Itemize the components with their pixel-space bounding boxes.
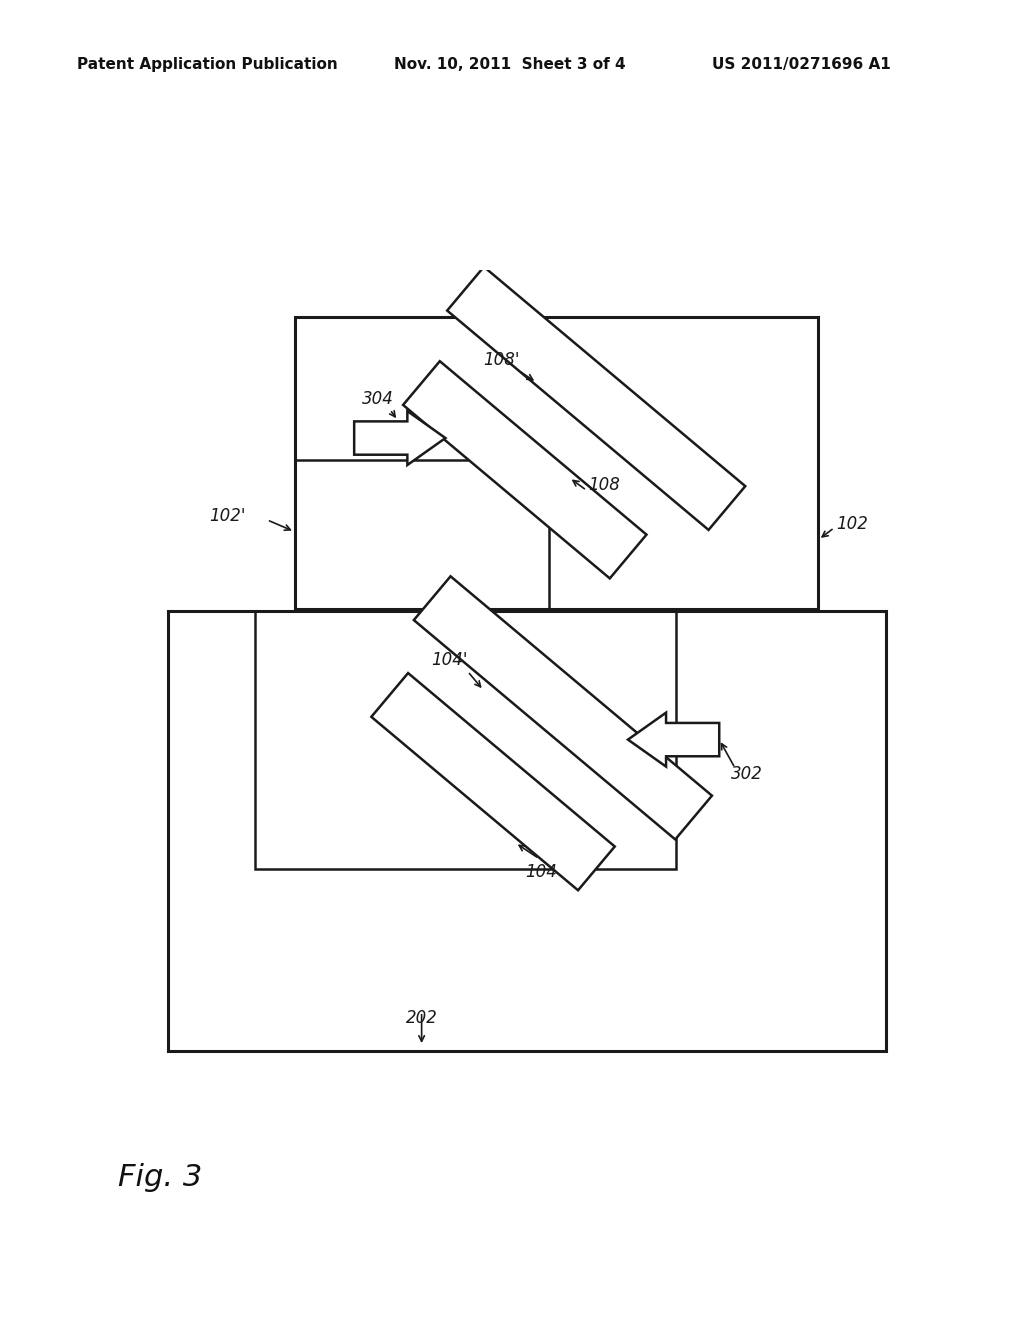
Polygon shape [447, 267, 745, 529]
Polygon shape [372, 673, 614, 890]
Text: 108': 108' [482, 351, 519, 370]
Text: 304: 304 [362, 389, 394, 408]
Bar [255, 611, 676, 869]
Bar [295, 461, 549, 610]
Polygon shape [414, 577, 712, 840]
Polygon shape [354, 411, 445, 465]
Text: Fig. 3: Fig. 3 [118, 1163, 202, 1192]
Text: 102: 102 [836, 515, 867, 533]
Text: 108: 108 [588, 475, 621, 494]
Text: Patent Application Publication: Patent Application Publication [77, 57, 338, 71]
Text: US 2011/0271696 A1: US 2011/0271696 A1 [712, 57, 891, 71]
Text: 104': 104' [431, 651, 468, 669]
Bar [168, 611, 886, 1052]
Polygon shape [628, 713, 719, 767]
Text: Nov. 10, 2011  Sheet 3 of 4: Nov. 10, 2011 Sheet 3 of 4 [394, 57, 626, 71]
Text: 302: 302 [731, 764, 763, 783]
Polygon shape [403, 362, 646, 578]
Bar [295, 317, 818, 610]
Text: 202: 202 [406, 1010, 437, 1027]
Text: 102': 102' [209, 507, 246, 525]
Text: 104: 104 [524, 862, 557, 880]
